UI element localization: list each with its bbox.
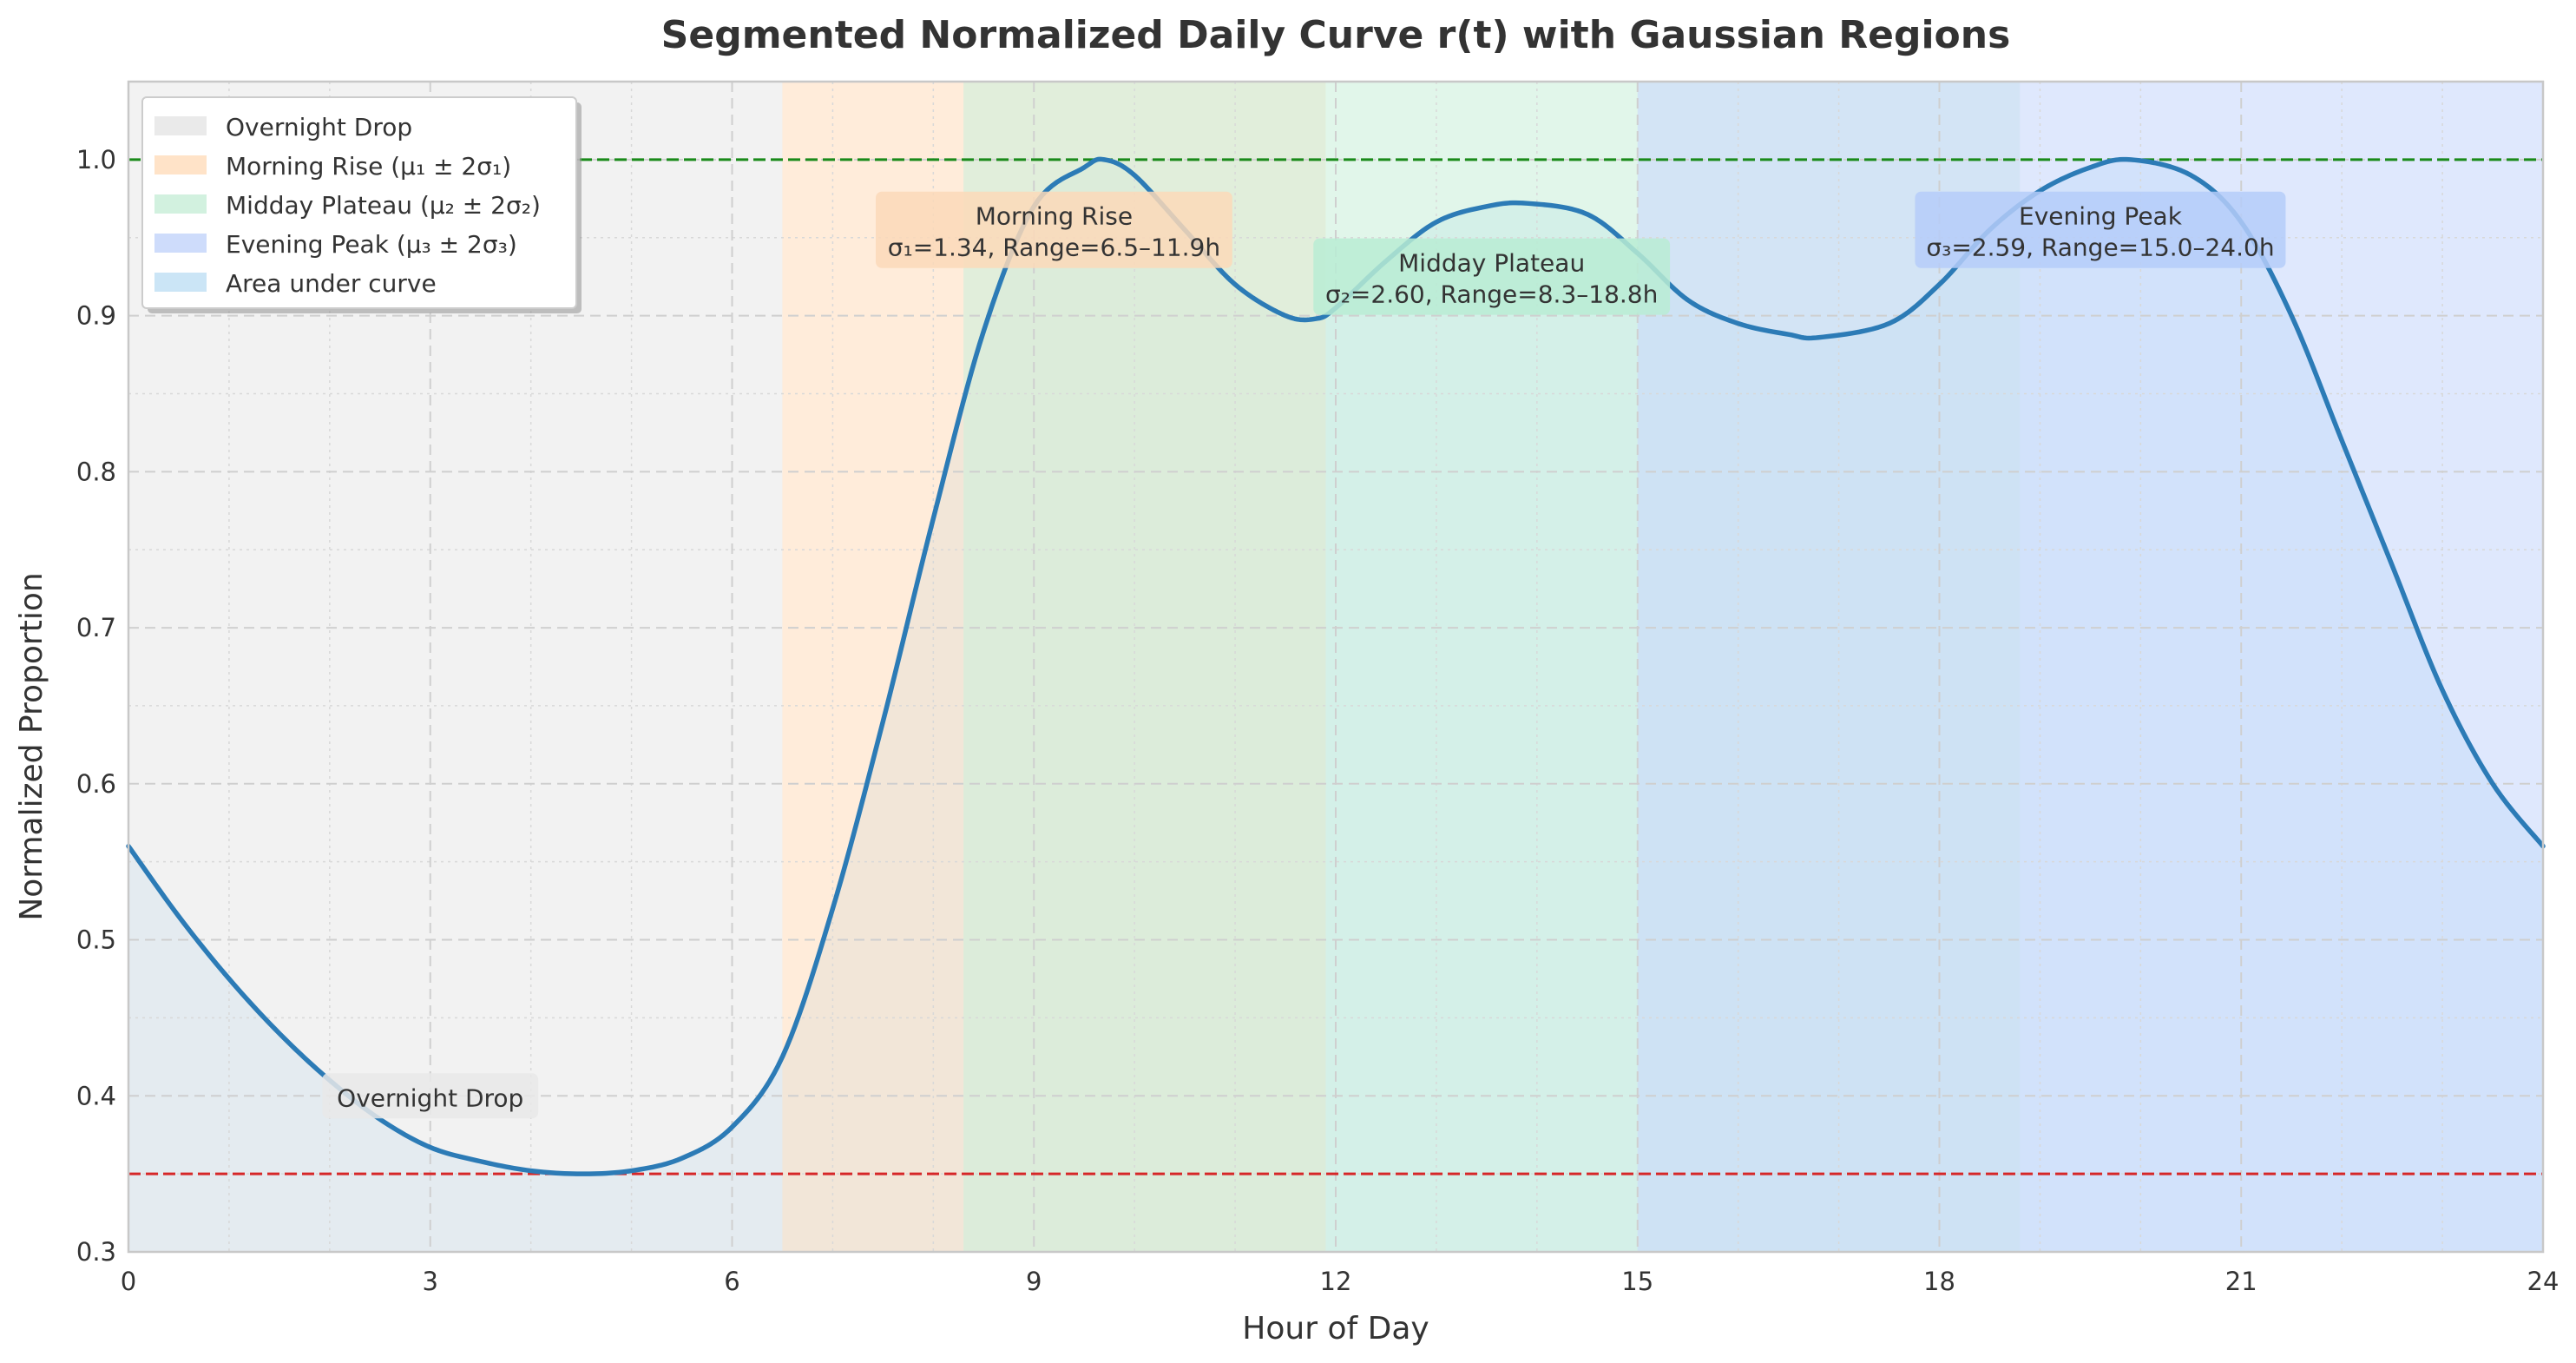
annotation-text: Midday Plateau bbox=[1398, 249, 1585, 278]
y-tick-label: 0.4 bbox=[76, 1081, 116, 1110]
annotation-text: Evening Peak bbox=[2019, 202, 2183, 231]
annotation-box bbox=[1915, 191, 2286, 268]
legend-swatch bbox=[154, 116, 207, 135]
legend-swatch bbox=[154, 194, 207, 214]
plot-frame bbox=[127, 80, 2545, 1254]
legend-entry: Midday Plateau (μ₂ ± 2σ₂) bbox=[226, 191, 541, 220]
legend-entry: Area under curve bbox=[226, 269, 437, 298]
legend-box bbox=[141, 96, 577, 309]
y-tick-label: 0.9 bbox=[76, 301, 116, 331]
x-tick-label: 6 bbox=[724, 1267, 739, 1296]
annotation-2: Morning Rise σ₁=1.34, Range=6.5–11.9h bbox=[876, 191, 1232, 268]
annotation-text: Morning Rise bbox=[976, 202, 1133, 231]
annotation-text: Overnight Drop bbox=[337, 1083, 523, 1112]
legend-entry: Overnight Drop bbox=[226, 113, 412, 142]
y-tick-label: 0.8 bbox=[76, 457, 116, 486]
legend-entry: Morning Rise (μ₁ ± 2σ₁) bbox=[226, 152, 511, 181]
x-tick-label: 12 bbox=[1320, 1267, 1352, 1296]
annotation-box bbox=[322, 1073, 539, 1119]
region-band-4 bbox=[1637, 82, 2543, 1252]
x-tick-label: 0 bbox=[121, 1267, 136, 1296]
annotation-text: σ₁=1.34, Range=6.5–11.9h bbox=[888, 234, 1220, 262]
series-line bbox=[126, 156, 2546, 1176]
annotation-1: Overnight Drop bbox=[322, 1073, 539, 1119]
y-axis-label: Normalized Proportion bbox=[14, 572, 49, 920]
annotation-4: Evening Peak σ₃=2.59, Range=15.0–24.0h bbox=[1915, 191, 2286, 268]
legend-swatch bbox=[154, 155, 207, 174]
y-tick-label: 1.0 bbox=[76, 145, 116, 174]
annotation-box bbox=[1313, 238, 1671, 315]
annotation-text: σ₂=2.60, Range=8.3–18.8h bbox=[1325, 280, 1658, 309]
x-tick-label: 15 bbox=[1621, 1267, 1653, 1296]
legend-swatch bbox=[154, 234, 207, 253]
y-tick-label: 0.5 bbox=[76, 925, 116, 955]
y-tick-label: 0.3 bbox=[76, 1237, 116, 1267]
y-tick-label: 0.7 bbox=[76, 613, 116, 642]
legend: Overnight Drop Morning Rise (μ₁ ± 2σ₁) Mid… bbox=[141, 96, 582, 313]
legend-entry: Evening Peak (μ₃ ± 2σ₃) bbox=[226, 230, 517, 259]
annotation-box bbox=[876, 191, 1232, 268]
x-tick-label: 21 bbox=[2225, 1267, 2257, 1296]
x-axis-label: Hour of Day bbox=[1242, 1311, 1429, 1347]
x-tick-label: 9 bbox=[1026, 1267, 1042, 1296]
y-tick-label: 0.6 bbox=[76, 769, 116, 799]
annotation-text: σ₃=2.59, Range=15.0–24.0h bbox=[1926, 234, 2274, 262]
x-tick-label: 18 bbox=[1923, 1267, 1955, 1296]
chart-title: Segmented Normalized Daily Curve r(t) wi… bbox=[661, 13, 2011, 57]
legend-swatch bbox=[154, 273, 207, 292]
x-tick-label: 3 bbox=[423, 1267, 438, 1296]
x-tick-label: 24 bbox=[2527, 1267, 2560, 1296]
